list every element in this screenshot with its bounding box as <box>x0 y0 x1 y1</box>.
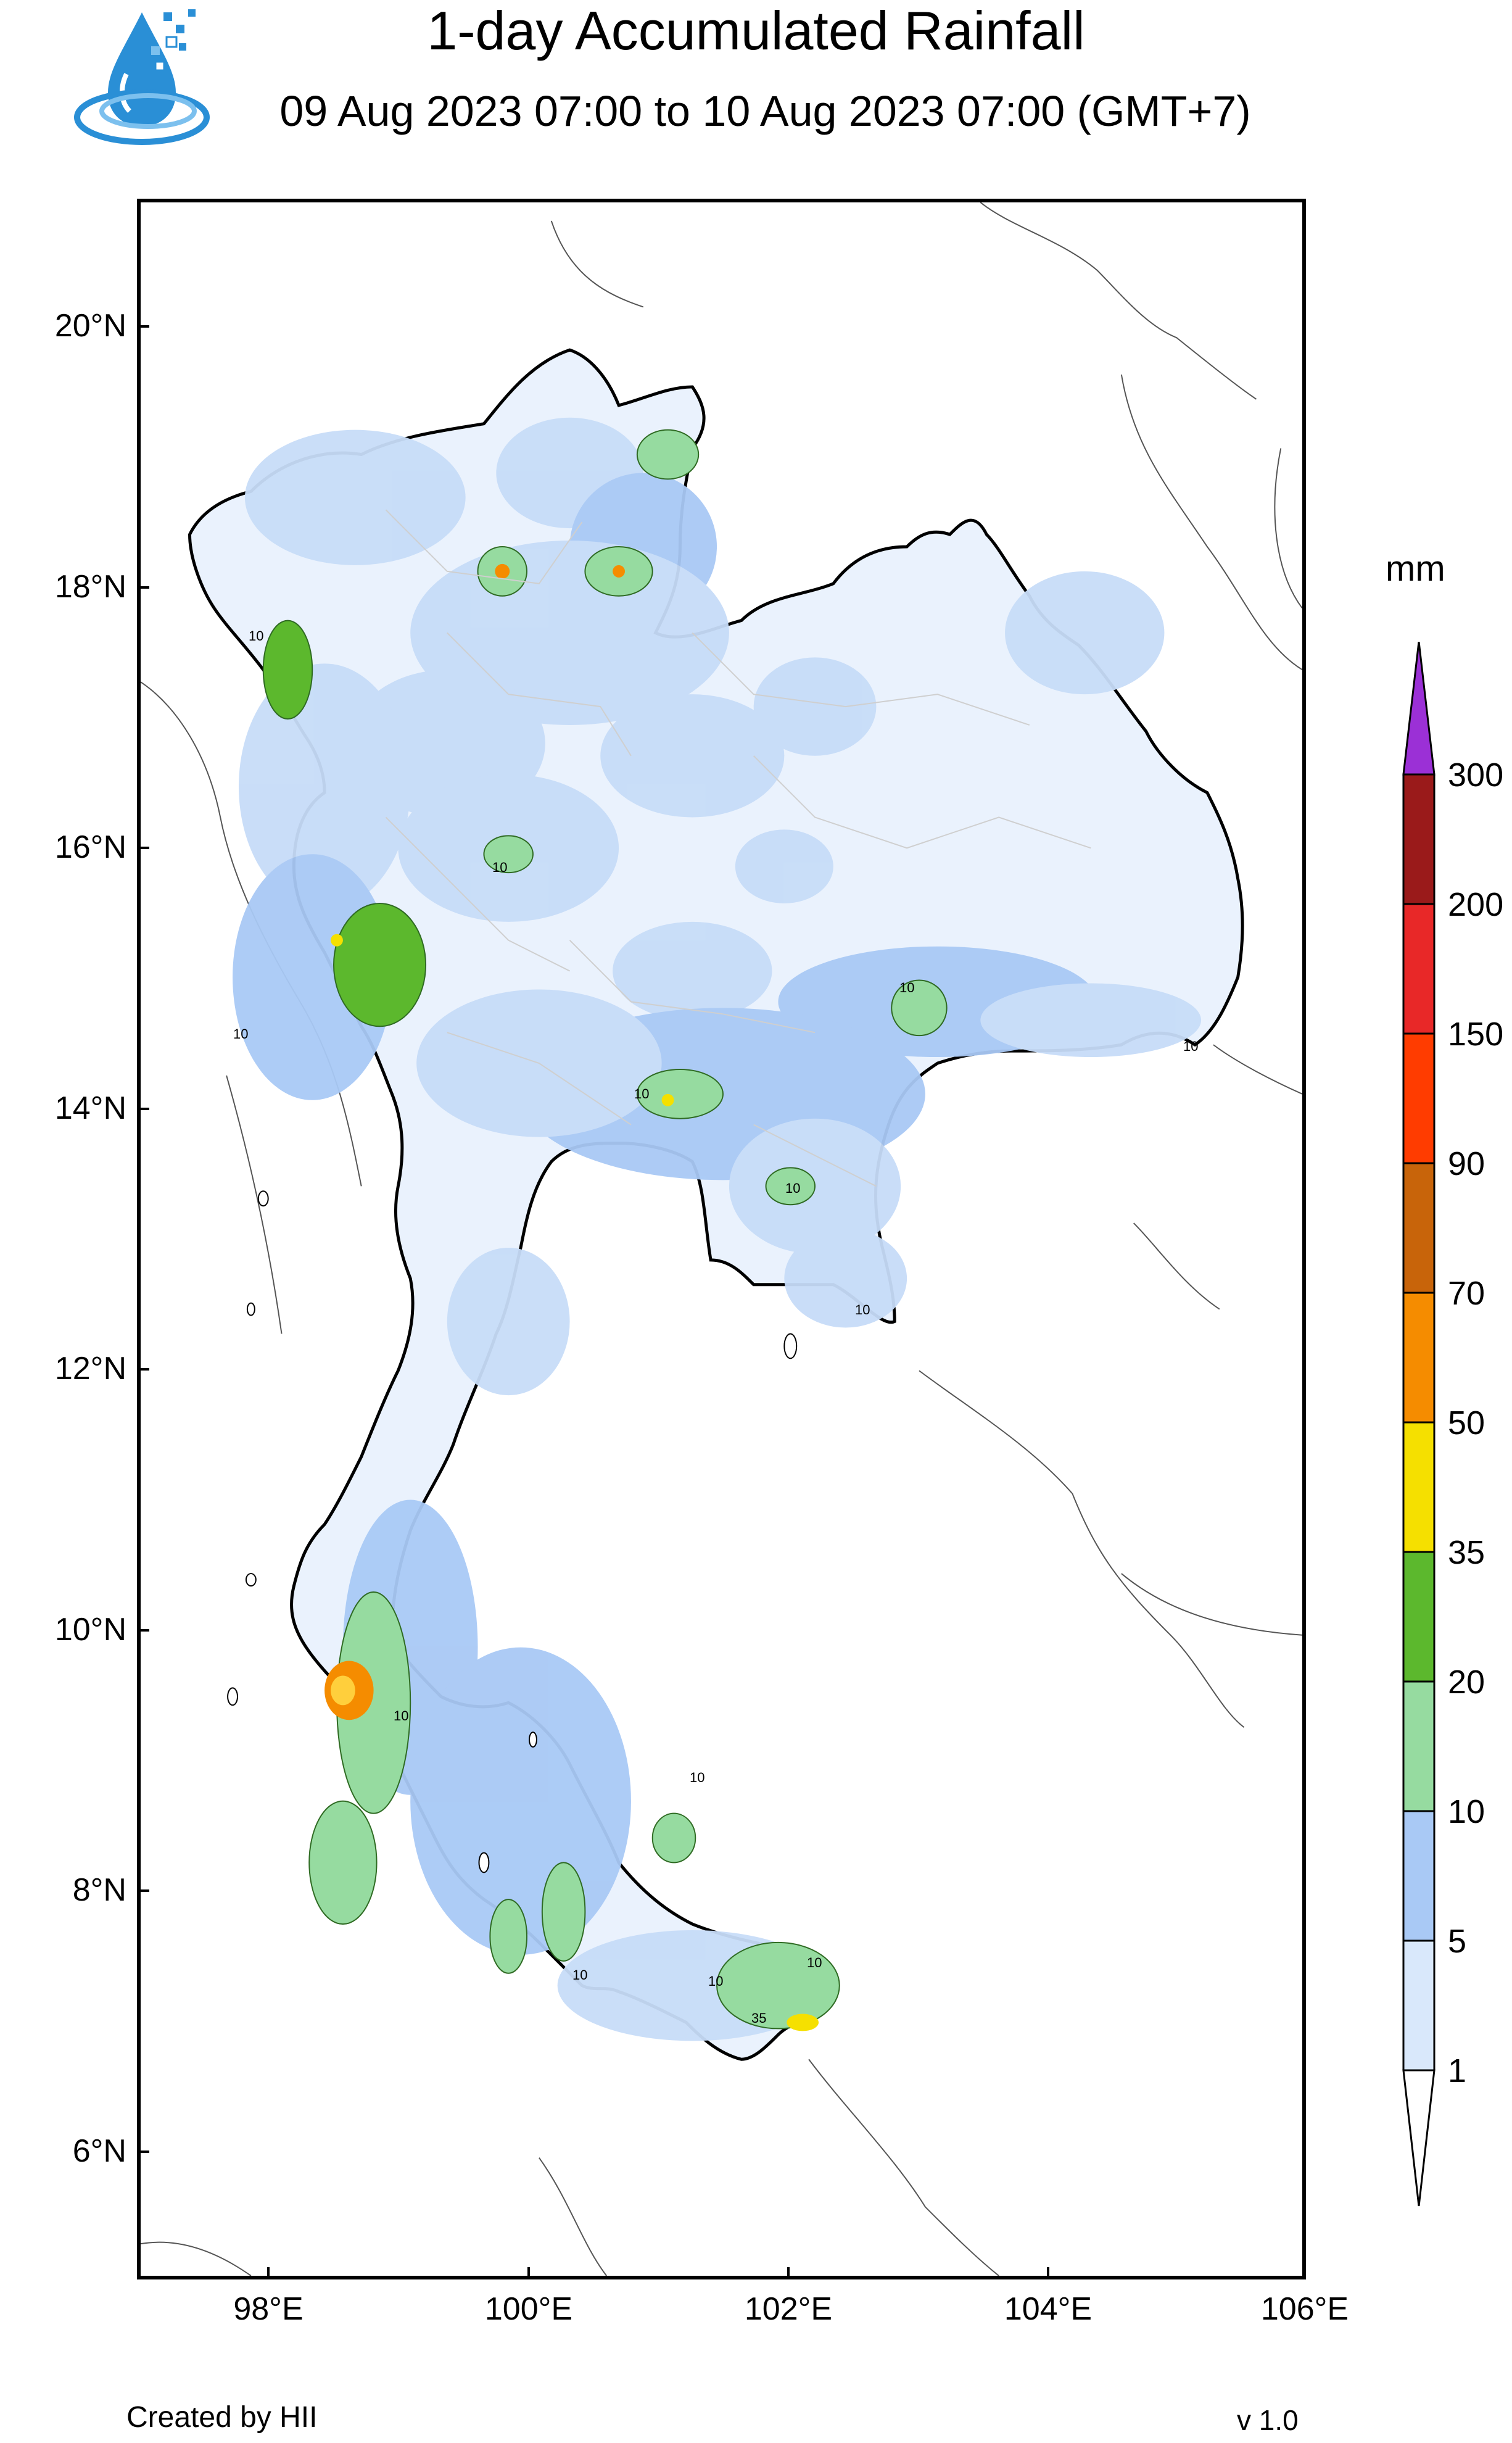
rain-extreme <box>324 563 819 2031</box>
contour-label: 10 <box>807 1955 822 1970</box>
contour-label: 10 <box>634 1086 650 1101</box>
lat-tick <box>137 1368 149 1371</box>
contour-label: 10 <box>249 628 264 644</box>
legend-label: 20 <box>1448 1664 1485 1701</box>
province-borders <box>385 509 1091 1187</box>
rainfall-map: 10 10 10 10 10 10 10 10 10 10 10 10 10 3… <box>137 199 1306 2279</box>
legend-label: 50 <box>1448 1404 1485 1441</box>
contour-label: 10 <box>690 1770 705 1785</box>
chart-title: 1-day Accumulated Rainfall <box>427 0 1085 61</box>
lat-label: 20°N <box>54 308 126 344</box>
lat-tick <box>137 1629 149 1632</box>
lat-label: 16°N <box>54 829 126 865</box>
legend-label: 70 <box>1448 1275 1485 1312</box>
version-text: v 1.0 <box>1237 2404 1299 2436</box>
contour-label: 10 <box>233 1026 249 1042</box>
legend-label: 5 <box>1448 1923 1467 1960</box>
lon-label: 98°E <box>233 2291 304 2327</box>
lon-label: 106°E <box>1260 2291 1349 2327</box>
lon-tick <box>1047 2267 1049 2279</box>
lat-label: 6°N <box>72 2133 126 2169</box>
legend-label: 10 <box>1448 1793 1485 1830</box>
lat-tick <box>137 586 149 589</box>
lon-label: 100°E <box>484 2291 573 2327</box>
lon-tick <box>1303 2267 1306 2279</box>
lat-label: 10°N <box>54 1612 126 1648</box>
contour-label: 35 <box>751 2010 767 2026</box>
legend-label: 300 <box>1448 757 1504 794</box>
credit-text: Created by HII <box>126 2401 318 2434</box>
lat-label: 18°N <box>54 569 126 605</box>
contour-label: 10 <box>572 1967 588 1983</box>
lon-tick <box>267 2267 270 2279</box>
contour-label: 10 <box>492 860 508 875</box>
contour-label: 10 <box>899 980 915 995</box>
lat-tick <box>137 847 149 849</box>
map-canvas <box>141 202 1302 2276</box>
neighbour-borders <box>141 202 1302 2276</box>
lat-tick <box>137 1889 149 1892</box>
lat-label: 8°N <box>72 1872 126 1908</box>
chart-subtitle: 09 Aug 2023 07:00 to 10 Aug 2023 07:00 (… <box>279 87 1251 135</box>
legend-label: 90 <box>1448 1145 1485 1182</box>
rain-heavier <box>262 429 948 2030</box>
lon-label: 104°E <box>1004 2291 1093 2327</box>
contour-label: 10 <box>708 1973 724 1989</box>
contour-label: 10 <box>785 1180 801 1196</box>
legend-label: 150 <box>1448 1016 1504 1053</box>
legend-label: 1 <box>1448 2052 1467 2089</box>
lon-tick <box>527 2267 530 2279</box>
lon-label: 102°E <box>744 2291 833 2327</box>
lat-tick <box>137 325 149 328</box>
lat-tick <box>137 1108 149 1110</box>
lat-label: 12°N <box>54 1351 126 1387</box>
legend-unit: mm <box>1386 549 1445 589</box>
legend-label: 35 <box>1448 1534 1485 1571</box>
hii-raindrop-logo <box>74 9 210 145</box>
lat-label: 14°N <box>54 1090 126 1126</box>
lon-tick <box>787 2267 790 2279</box>
lat-tick <box>137 2151 149 2153</box>
coastal-islands <box>227 1190 798 1873</box>
contour-label: 10 <box>1183 1039 1199 1054</box>
contour-label: 10 <box>855 1302 870 1317</box>
legend-label: 200 <box>1448 886 1504 923</box>
contour-label: 10 <box>394 1708 409 1723</box>
rainfall-colorbar <box>1402 642 1436 2207</box>
